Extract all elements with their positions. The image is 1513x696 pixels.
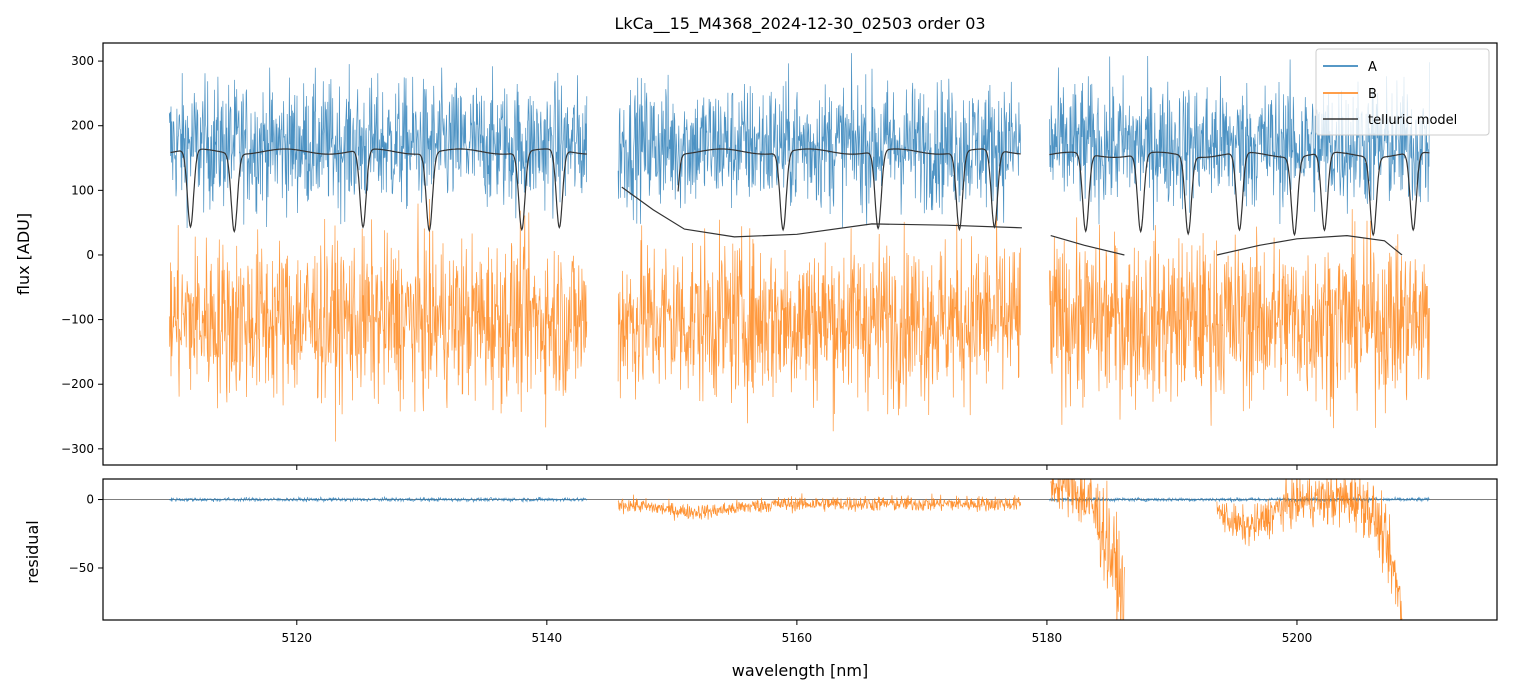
residual-x-ticks: 5120 5140 5160 5180 5200 <box>282 620 1313 645</box>
telluric-lower-segment-0 <box>621 186 1022 238</box>
residual-y-ticks: −50 0 <box>69 493 103 575</box>
flux-ytick-label: 100 <box>71 183 94 197</box>
chart-title: LkCa__15_M4368_2024-12-30_02503 order 03 <box>614 14 985 34</box>
x-tick-label: 5180 <box>1032 631 1063 645</box>
legend-box <box>1315 48 1490 136</box>
flux-series-b-segment-1 <box>617 209 1022 432</box>
residual-ytick-label: −50 <box>69 561 94 575</box>
x-tick-label: 5140 <box>532 631 563 645</box>
residual-series-b <box>617 479 1403 620</box>
residual-series-a-segment-0 <box>169 495 588 504</box>
flux-ytick-label: 200 <box>71 119 94 133</box>
flux-series-telluric-model <box>170 148 1430 256</box>
legend-label-a: A <box>1368 60 1377 75</box>
residual-ytick-label: 0 <box>86 493 94 507</box>
flux-series-a-segment-1 <box>617 53 1022 229</box>
telluric-upper-segment-0 <box>170 148 587 233</box>
flux-series-a <box>168 53 1430 231</box>
flux-ytick-label: −100 <box>61 313 94 327</box>
flux-ytick-label: 0 <box>86 248 94 262</box>
residual-y-axis-label: residual <box>23 520 42 583</box>
legend-label-b: B <box>1368 87 1377 102</box>
flux-series-b-segment-2 <box>1049 209 1430 429</box>
telluric-lower-segment-2 <box>1216 234 1403 256</box>
telluric-lower-segment-1 <box>1050 235 1125 256</box>
x-tick-label: 5160 <box>782 631 813 645</box>
residual-series-b-segment-2 <box>1216 479 1403 620</box>
flux-ytick-label: 300 <box>71 54 94 68</box>
flux-series-b-segment-0 <box>168 198 588 442</box>
flux-y-ticks: −300 −200 −100 0 100 200 300 <box>61 54 103 456</box>
flux-axes-frame <box>102 42 1498 466</box>
flux-series-a-segment-0 <box>168 64 588 229</box>
flux-y-axis-label: flux [ADU] <box>14 213 33 295</box>
legend: A B telluric model <box>1315 48 1490 136</box>
flux-plot-area <box>168 53 1430 442</box>
residual-series-b-segment-0 <box>617 493 1022 521</box>
x-axis-label: wavelength [nm] <box>732 661 869 680</box>
flux-series-b <box>168 198 1430 442</box>
flux-ytick-label: −200 <box>61 377 94 391</box>
telluric-upper-segment-1 <box>677 148 1021 232</box>
flux-ytick-label: −300 <box>61 442 94 456</box>
residual-plot-area <box>103 479 1497 620</box>
x-tick-label: 5200 <box>1282 631 1313 645</box>
residual-panel: −50 0 5120 5140 5160 5180 5200 residual wavel… <box>23 478 1498 680</box>
x-tick-label: 5120 <box>282 631 313 645</box>
residual-series-b-segment-1 <box>1050 479 1125 620</box>
flux-panel: −300 −200 −100 0 100 200 300 flux [ADU] A B te… <box>14 42 1498 470</box>
telluric-upper-segment-2 <box>1049 151 1430 237</box>
flux-x-ticks <box>296 465 1298 470</box>
legend-label-telluric: telluric model <box>1368 113 1457 128</box>
residual-axes-frame <box>102 478 1498 621</box>
